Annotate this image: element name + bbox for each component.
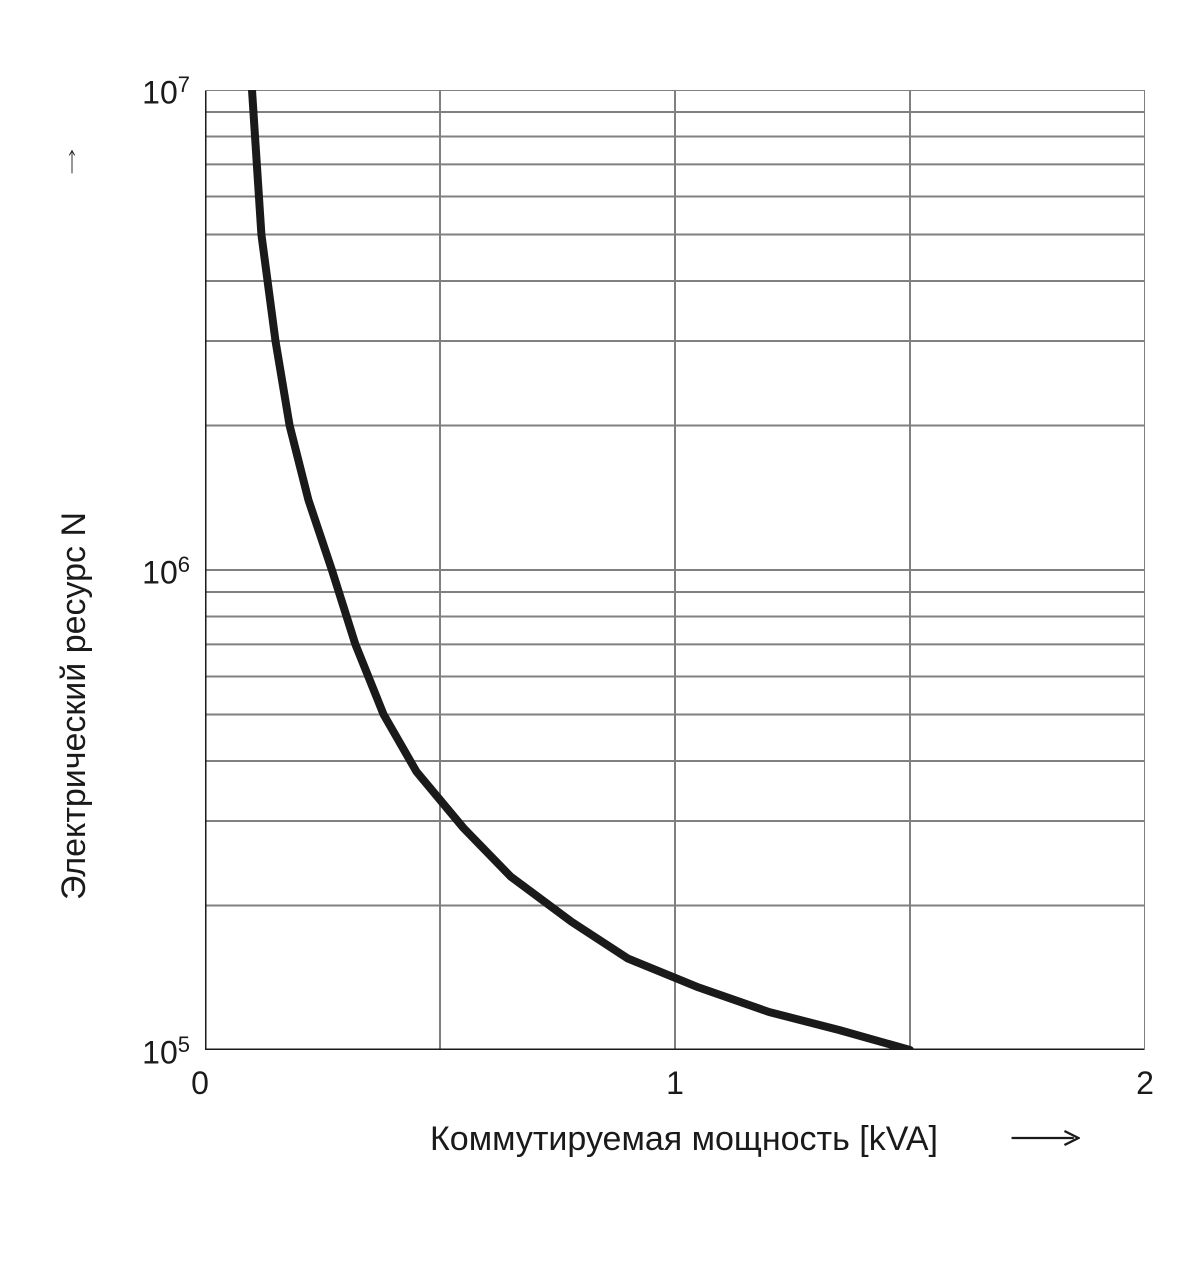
x-axis-label: Коммутируемая мощность [kVA] — [430, 1120, 938, 1159]
y-axis-arrow-icon — [42, 150, 102, 174]
x-tick-1: 1 — [655, 1065, 695, 1102]
plot-area — [205, 90, 1145, 1050]
x-axis-arrow-icon — [1010, 1126, 1080, 1150]
x-tick-0: 0 — [180, 1065, 220, 1102]
y-axis-label: Электрический ресурс N — [55, 512, 94, 900]
chart-canvas: 001.com.ua Электрический ресурс N 107 10… — [0, 0, 1200, 1287]
y-tick-1e6: 106 — [120, 552, 190, 592]
y-tick-1e7: 107 — [120, 72, 190, 112]
x-tick-2: 2 — [1125, 1065, 1165, 1102]
